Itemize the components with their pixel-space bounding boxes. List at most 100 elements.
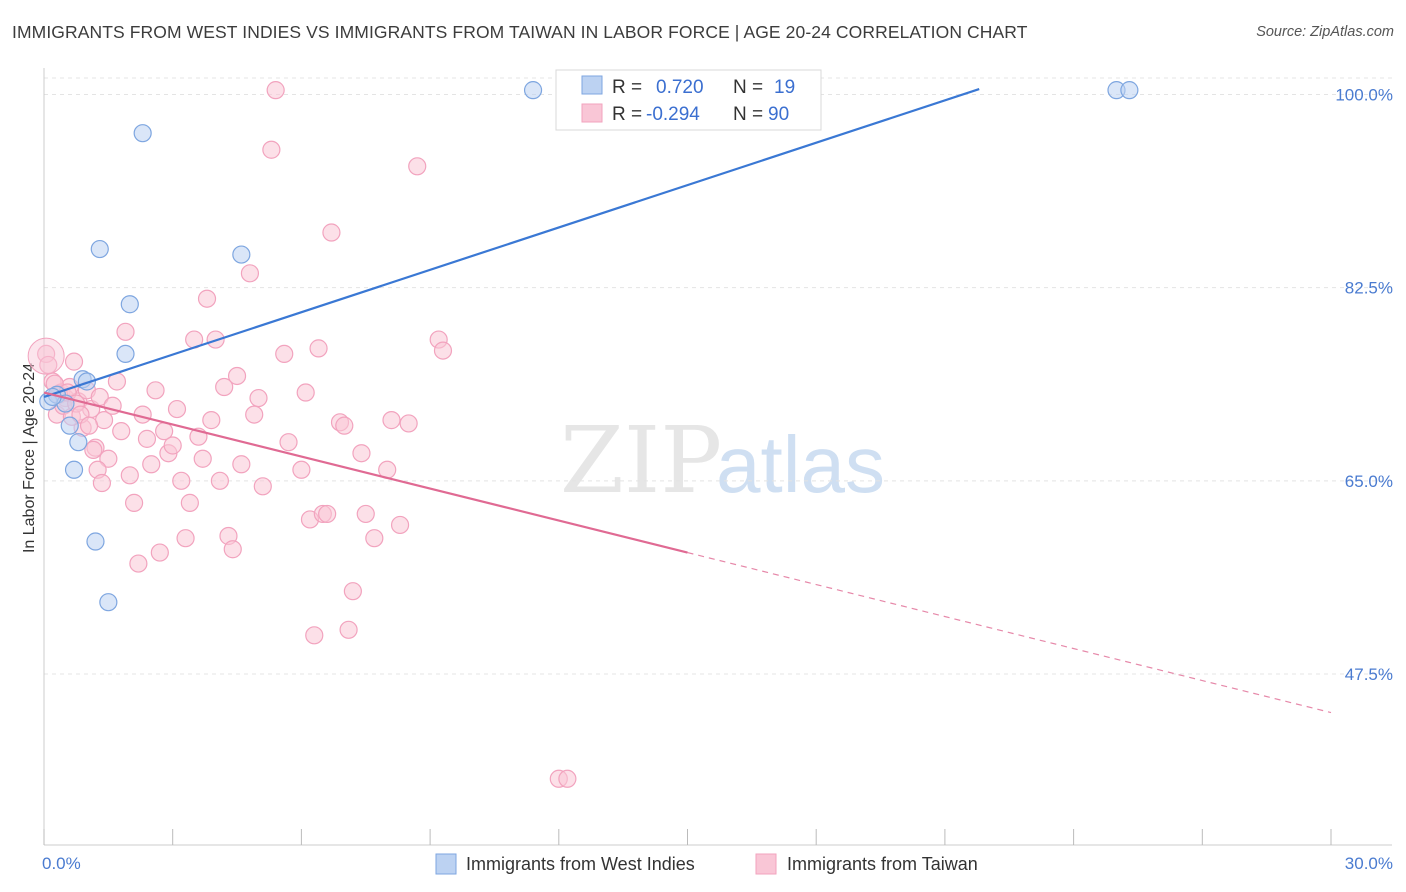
west-indies-point-11 bbox=[116, 344, 135, 363]
taiwan-point-50 bbox=[253, 477, 272, 496]
taiwan-point-49 bbox=[249, 388, 268, 408]
taiwan-point-67 bbox=[352, 444, 371, 463]
series-legend: Immigrants from West Indies Immigrants f… bbox=[435, 853, 978, 875]
taiwan-point-53 bbox=[275, 344, 294, 363]
taiwan-point-52 bbox=[266, 81, 285, 100]
bottom-legend-swatch-taiwan bbox=[755, 853, 777, 875]
taiwan-point-27 bbox=[150, 543, 169, 562]
taiwan-point-45 bbox=[227, 366, 247, 386]
taiwan-point-55 bbox=[292, 460, 311, 479]
legend-swatch-west-indies bbox=[581, 75, 603, 95]
taiwan-point-74 bbox=[408, 157, 427, 176]
legend-swatch-taiwan bbox=[581, 103, 603, 123]
west-indies-point-4 bbox=[64, 460, 84, 479]
west-indies-series bbox=[39, 81, 1139, 612]
taiwan-point-51 bbox=[262, 140, 281, 159]
y-tick-label-1: 65.0% bbox=[1345, 472, 1393, 491]
taiwan-point-71 bbox=[382, 411, 401, 430]
legend-r-value-taiwan: -0.294 bbox=[646, 104, 700, 125]
taiwan-point-41 bbox=[210, 471, 229, 490]
taiwan-point-39 bbox=[202, 411, 221, 430]
taiwan-point-7 bbox=[64, 352, 84, 371]
taiwan-point-15 bbox=[99, 449, 118, 468]
chart-title: IMMIGRANTS FROM WEST INDIES VS IMMIGRANT… bbox=[12, 22, 1028, 42]
legend-r-label-west-indies: R = bbox=[612, 77, 642, 98]
taiwan-point-54 bbox=[279, 433, 298, 452]
taiwan-point-18 bbox=[112, 422, 131, 441]
taiwan-point-37 bbox=[193, 449, 212, 468]
taiwan-point-68 bbox=[356, 504, 375, 524]
taiwan-point-76 bbox=[433, 341, 453, 360]
trend-lines bbox=[43, 87, 1332, 714]
taiwan-trend-line-dashed bbox=[687, 551, 1332, 714]
taiwan-point-38 bbox=[197, 289, 217, 308]
y-axis-label: In Labor Force | Age 20-24 bbox=[21, 363, 38, 553]
taiwan-point-87 bbox=[84, 440, 103, 460]
axes bbox=[43, 68, 1392, 846]
bottom-legend-swatch-west-indies bbox=[435, 853, 457, 875]
west-indies-point-5 bbox=[69, 433, 88, 452]
legend-n-label-taiwan: N = bbox=[733, 104, 763, 125]
west-indies-point-10 bbox=[99, 593, 118, 612]
west-indies-point-3 bbox=[60, 416, 79, 435]
x-tick-label-1: 30.0% bbox=[1345, 854, 1393, 873]
taiwan-point-48 bbox=[245, 405, 264, 424]
west-indies-point-17 bbox=[1120, 81, 1139, 100]
west-indies-point-8 bbox=[90, 239, 109, 259]
taiwan-point-32 bbox=[172, 471, 191, 490]
y-tick-label-3: 100.0% bbox=[1335, 86, 1393, 105]
taiwan-point-25 bbox=[142, 455, 161, 474]
taiwan-point-21 bbox=[124, 493, 144, 512]
west-indies-point-13 bbox=[133, 124, 152, 143]
taiwan-point-64 bbox=[335, 416, 354, 435]
watermark-atlas: atlas bbox=[716, 420, 885, 509]
taiwan-point-57 bbox=[296, 383, 315, 402]
taiwan-trend-line bbox=[43, 391, 688, 554]
taiwan-point-61 bbox=[318, 504, 337, 524]
legend-r-value-west-indies: 0.720 bbox=[656, 77, 704, 98]
taiwan-point-24 bbox=[137, 429, 157, 448]
west-indies-point-9 bbox=[86, 532, 105, 551]
legend-n-label-west-indies: N = bbox=[733, 77, 763, 98]
grid-lines bbox=[44, 77, 1392, 675]
bottom-legend-label-west-indies: Immigrants from West Indies bbox=[466, 854, 695, 874]
taiwan-point-42 bbox=[215, 377, 234, 397]
taiwan-point-78 bbox=[558, 769, 577, 788]
west-indies-point-7 bbox=[77, 372, 97, 391]
stats-legend: R = 0.720 N = 19 R = -0.294 N = 90 bbox=[555, 69, 822, 131]
taiwan-series bbox=[27, 81, 577, 788]
taiwan-point-30 bbox=[163, 436, 182, 455]
taiwan-point-66 bbox=[343, 582, 362, 601]
west-indies-point-15 bbox=[523, 81, 543, 100]
taiwan-point-69 bbox=[365, 529, 384, 548]
taiwan-point-58 bbox=[309, 339, 328, 358]
x-tick-label-0: 0.0% bbox=[42, 854, 81, 873]
taiwan-point-34 bbox=[180, 493, 199, 512]
taiwan-point-33 bbox=[176, 529, 195, 548]
taiwan-point-31 bbox=[167, 399, 187, 419]
taiwan-point-73 bbox=[399, 414, 418, 433]
legend-n-value-west-indies: 19 bbox=[774, 77, 795, 98]
y-tick-label-2: 82.5% bbox=[1345, 279, 1393, 298]
x-tick-labels: 0.0% 30.0% bbox=[42, 854, 1393, 873]
taiwan-point-47 bbox=[240, 264, 260, 283]
taiwan-point-26 bbox=[146, 381, 165, 400]
taiwan-point-19 bbox=[116, 322, 135, 341]
watermark: ZIP atlas bbox=[560, 407, 885, 514]
watermark-zip: ZIP bbox=[560, 407, 722, 514]
taiwan-point-89 bbox=[92, 473, 112, 493]
taiwan-point-large bbox=[27, 337, 65, 375]
source-label: Source: ZipAtlas.com bbox=[1256, 24, 1394, 40]
taiwan-point-62 bbox=[322, 223, 341, 242]
taiwan-point-1 bbox=[39, 355, 58, 375]
legend-n-value-taiwan: 90 bbox=[768, 104, 789, 125]
y-tick-label-0: 47.5% bbox=[1345, 665, 1393, 684]
y-tick-labels: 47.5% 65.0% 82.5% 100.0% bbox=[1335, 86, 1393, 684]
taiwan-point-22 bbox=[129, 554, 148, 573]
taiwan-point-20 bbox=[120, 466, 139, 485]
taiwan-point-44 bbox=[223, 540, 242, 559]
west-indies-point-12 bbox=[120, 295, 139, 314]
taiwan-point-60 bbox=[305, 626, 324, 645]
taiwan-point-72 bbox=[390, 515, 410, 535]
